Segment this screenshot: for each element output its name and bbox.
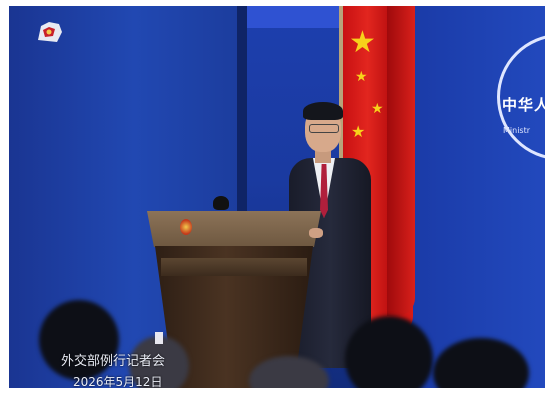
press-conference-photo: 中华人 Ministr ★ ★ ★ ★ 外交部例行记者会 2026年5月12日	[9, 6, 545, 388]
audience-head	[129, 336, 189, 388]
flag-star-icon: ★	[371, 101, 384, 117]
podium-band	[161, 258, 307, 276]
flag-star-icon: ★	[355, 69, 368, 85]
backdrop-light-panel	[247, 6, 367, 28]
microphone-icon	[213, 196, 229, 210]
audience-head	[433, 338, 529, 388]
speaker-neck	[315, 149, 331, 163]
speaker-glasses	[309, 124, 339, 133]
speaker-hand	[309, 228, 323, 238]
speaker-hair	[303, 102, 343, 120]
podium-top	[147, 211, 321, 247]
audience-head	[345, 316, 433, 388]
flag-fold	[387, 6, 415, 316]
caption-title: 外交部例行记者会	[61, 354, 166, 369]
caption-marker-icon	[155, 332, 163, 344]
ministry-english-text: Ministr	[503, 126, 531, 135]
channel-logo-icon	[38, 22, 62, 42]
caption-date: 2026年5月12日	[73, 375, 163, 388]
ministry-name-text: 中华人	[502, 96, 545, 114]
flag-star-icon: ★	[351, 122, 366, 141]
backdrop-divider	[237, 6, 247, 388]
audience-head	[39, 300, 119, 380]
speaker-tie	[320, 164, 328, 218]
flag-star-icon: ★	[349, 25, 376, 60]
podium-emblem-icon	[180, 219, 192, 235]
